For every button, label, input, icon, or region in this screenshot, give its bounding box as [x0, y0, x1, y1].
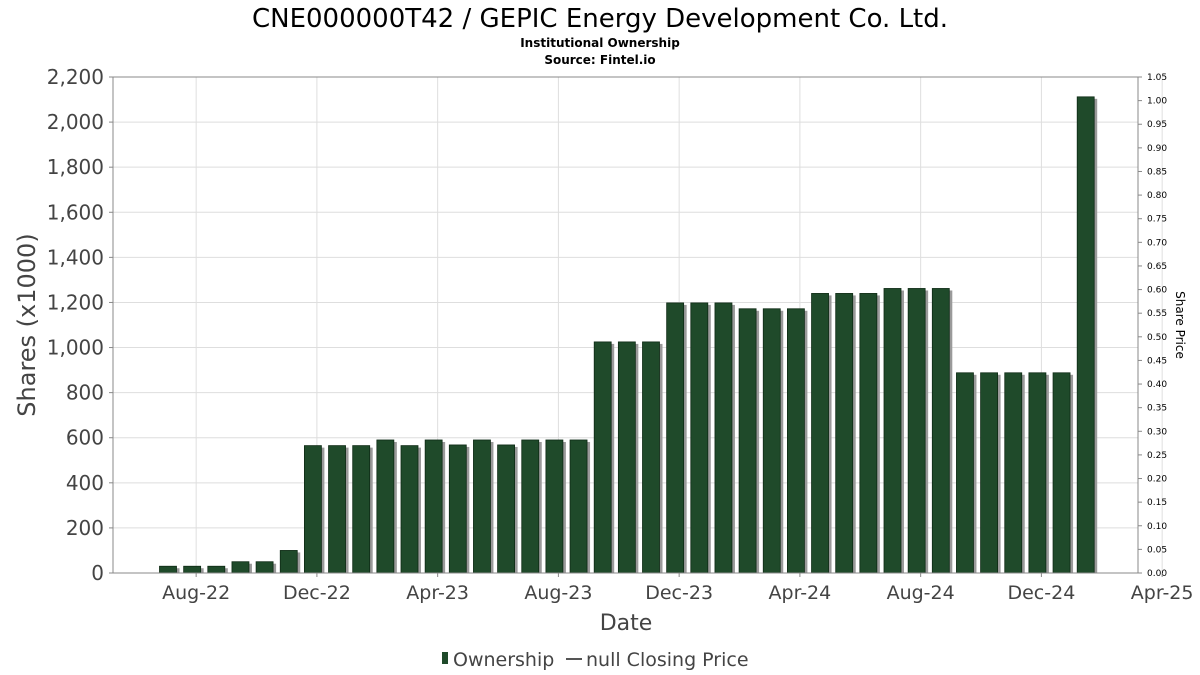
y-tick-label: 2,200	[47, 65, 104, 89]
bar-ownership	[980, 372, 998, 574]
bar-ownership	[811, 293, 829, 574]
bar-ownership	[521, 439, 540, 574]
bar-ownership	[787, 308, 805, 574]
y2-axis-ticks: 0.00 0.05 0.10 0.15 0.20 0.25 0.30 0.35 0.40 0.45…	[1138, 73, 1167, 579]
y2-axis-label: Share Price	[1173, 291, 1187, 359]
y-tick-label: 1,600	[47, 200, 104, 224]
y2-tick-label: 0.55	[1147, 309, 1167, 319]
x-tick-label: Dec-23	[645, 582, 713, 604]
bar-ownership	[1052, 372, 1071, 574]
y2-tick-label: 1.00	[1147, 97, 1167, 107]
bar-ownership	[400, 445, 419, 574]
y-axis-ticks: 0 200 400 600 800 1,000 1,200 1,400 1,600 1,800 2,…	[47, 65, 113, 585]
y2-tick-label: 0.75	[1147, 215, 1167, 225]
bar-ownership	[859, 293, 878, 574]
plot-border	[112, 76, 1139, 574]
bars	[159, 96, 1098, 574]
chart-title: CNE000000T42 / GEPIC Energy Development …	[252, 4, 948, 34]
x-tick-label: Apr-25	[1131, 582, 1194, 604]
y2-tick-label: 0.10	[1147, 522, 1167, 532]
y2-tick-label: 0.85	[1147, 167, 1167, 177]
bar-ownership	[738, 308, 757, 574]
y2-tick-label: 0.45	[1147, 356, 1167, 366]
bar-ownership	[255, 561, 274, 574]
y-tick-label: 1,800	[47, 155, 104, 179]
legend-swatch-ownership	[442, 652, 448, 664]
bar-ownership	[328, 445, 346, 574]
bar-ownership	[159, 565, 177, 574]
y2-tick-label: 0.50	[1147, 333, 1167, 343]
y2-tick-label: 0.95	[1147, 120, 1167, 130]
y-axis-label: Shares (x1000)	[13, 233, 41, 416]
bar-ownership	[376, 439, 395, 574]
bar-ownership	[352, 445, 371, 574]
bar-ownership	[714, 302, 733, 574]
bar-ownership	[231, 561, 250, 574]
bar-ownership	[642, 341, 660, 574]
axes	[112, 76, 1139, 574]
y2-tick-label: 0.00	[1147, 569, 1167, 579]
y-tick-label: 200	[66, 516, 104, 540]
bar-ownership	[1028, 372, 1047, 574]
y2-tick-label: 0.60	[1147, 286, 1167, 296]
x-tick-label: Dec-22	[283, 582, 351, 604]
y2-tick-label: 0.05	[1147, 545, 1167, 555]
x-tick-label: Aug-23	[524, 582, 592, 604]
y-tick-label: 600	[66, 426, 104, 450]
y-tick-label: 800	[66, 381, 104, 405]
x-axis-ticks: Aug-22 Dec-22 Apr-23 Aug-23 Dec-23 Apr-24 Aug-…	[162, 573, 1194, 604]
x-tick-label: Dec-24	[1007, 582, 1075, 604]
y-tick-label: 0	[91, 561, 104, 585]
x-tick-label: Aug-22	[162, 582, 230, 604]
chart-source: Source: Fintel.io	[544, 53, 655, 67]
bar-ownership	[690, 302, 709, 574]
bar-ownership	[473, 439, 491, 574]
bar-ownership	[569, 439, 588, 574]
y2-tick-label: 0.15	[1147, 498, 1167, 508]
bar-ownership	[207, 565, 226, 574]
bar-ownership	[931, 288, 950, 574]
bar-ownership	[617, 341, 636, 574]
y2-tick-label: 0.65	[1147, 262, 1167, 272]
y-tick-label: 2,000	[47, 110, 104, 134]
y2-tick-label: 0.35	[1147, 404, 1167, 414]
y2-tick-label: 0.40	[1147, 380, 1167, 390]
y2-tick-label: 0.20	[1147, 475, 1167, 485]
y-tick-label: 1,400	[47, 245, 104, 269]
legend-label-closing-price: null Closing Price	[586, 649, 749, 671]
x-tick-label: Aug-24	[887, 582, 955, 604]
x-axis-label: Date	[600, 611, 653, 636]
legend-label-ownership: Ownership	[453, 649, 554, 671]
legend: Ownership null Closing Price	[442, 649, 749, 671]
y2-tick-label: 0.30	[1147, 427, 1167, 437]
y2-tick-label: 0.25	[1147, 451, 1167, 461]
bar-ownership	[448, 444, 467, 574]
x-tick-label: Apr-23	[406, 582, 469, 604]
chart-subtitle: Institutional Ownership	[520, 36, 680, 50]
y-tick-label: 400	[66, 471, 104, 495]
y2-tick-label: 0.70	[1147, 238, 1167, 248]
y2-tick-label: 1.05	[1147, 73, 1167, 83]
y-tick-label: 1,200	[47, 290, 104, 314]
bar-ownership	[424, 439, 443, 574]
bar-ownership	[545, 439, 564, 574]
bar-ownership	[303, 445, 322, 574]
bar-ownership	[956, 372, 974, 574]
bar-ownership	[183, 565, 202, 574]
x-tick-label: Apr-24	[769, 582, 832, 604]
y2-tick-label: 0.80	[1147, 191, 1167, 201]
bar-ownership	[593, 341, 612, 574]
bar-ownership	[835, 293, 854, 574]
bar-ownership	[907, 288, 926, 574]
bar-ownership	[1004, 372, 1023, 574]
bar-ownership	[666, 302, 685, 574]
bar-ownership	[762, 308, 781, 574]
y2-tick-label: 0.90	[1147, 144, 1167, 154]
bar-ownership	[497, 444, 516, 574]
bar-ownership	[883, 288, 902, 574]
y-tick-label: 1,000	[47, 336, 104, 360]
bar-ownership	[1076, 96, 1095, 574]
bar-ownership	[279, 550, 298, 574]
